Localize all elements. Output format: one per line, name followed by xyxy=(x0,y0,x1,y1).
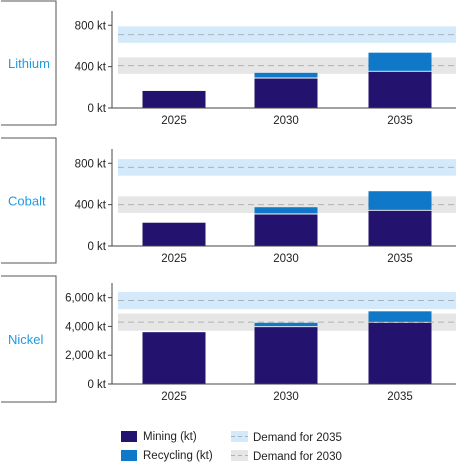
legend-label-mining: Mining (kt) xyxy=(143,431,197,443)
cobalt-y-tick-400: 400 kt xyxy=(75,200,107,212)
lithium-y-tick-400: 400 kt xyxy=(75,62,107,74)
legend-label-demand-2035: Demand for 2035 xyxy=(253,432,342,444)
lithium-bar-recycling-2035 xyxy=(368,52,432,71)
nickel-y-tick-0: 0 kt xyxy=(87,379,106,391)
panel-nickel: Nickel 2025 2030 2035 0 kt 2,000 kt 4,000 kt 6,… xyxy=(1,275,456,403)
lithium-bar-mining-2035 xyxy=(368,71,432,108)
panel-cobalt: Cobalt 2025 2030 2035 0 kt 400 kt 800 kt xyxy=(1,137,456,265)
nickel-x-tick-2035: 2035 xyxy=(387,391,413,403)
nickel-label: Nickel xyxy=(8,332,44,347)
nickel-y-tick-6000: 6,000 kt xyxy=(65,293,107,305)
nickel-bar-recycling-2030 xyxy=(254,322,318,327)
nickel-x-tick-2025: 2025 xyxy=(161,391,187,403)
legend-swatch-mining xyxy=(121,431,137,442)
nickel-bar-mining-2025 xyxy=(142,332,206,384)
nickel-x-tick-2030: 2030 xyxy=(273,391,299,403)
cobalt-y-tick-0: 0 kt xyxy=(87,241,106,253)
lithium-y-tick-0: 0 kt xyxy=(87,103,106,115)
cobalt-bar-mining-2030 xyxy=(254,214,318,246)
lithium-bracket xyxy=(1,0,57,126)
legend-label-demand-2030: Demand for 2030 xyxy=(253,451,342,463)
cobalt-bracket xyxy=(1,137,57,264)
nickel-bar-recycling-2035 xyxy=(368,311,432,322)
cobalt-bar-recycling-2035 xyxy=(368,191,432,210)
nickel-y-tick-2000: 2,000 kt xyxy=(65,350,107,362)
lithium-x-tick-2035: 2035 xyxy=(387,115,413,127)
cobalt-y-tick-800: 800 kt xyxy=(75,158,107,170)
cobalt-label: Cobalt xyxy=(8,194,46,209)
cobalt-bar-mining-2035 xyxy=(368,210,432,246)
legend-swatch-recycling xyxy=(121,450,137,461)
lithium-bar-mining-2030 xyxy=(254,78,318,108)
cobalt-x-tick-2030: 2030 xyxy=(273,253,299,265)
nickel-bar-mining-2035 xyxy=(368,322,432,384)
legend-label-recycling: Recycling (kt) xyxy=(143,450,213,462)
lithium-x-tick-2025: 2025 xyxy=(161,115,187,127)
lithium-bar-recycling-2030 xyxy=(254,72,318,78)
cobalt-bar-mining-2025 xyxy=(142,222,206,246)
cobalt-x-tick-2025: 2025 xyxy=(161,253,187,265)
nickel-bracket xyxy=(1,275,57,403)
cobalt-bar-recycling-2030 xyxy=(254,207,318,214)
panel-lithium: Lithium 2025 2030 2035 0 kt 400 kt 800 kt xyxy=(1,0,456,127)
lithium-label: Lithium xyxy=(8,56,50,71)
cobalt-x-tick-2035: 2035 xyxy=(387,253,413,265)
lithium-y-tick-800: 800 kt xyxy=(75,20,107,32)
nickel-demand-2035-band xyxy=(118,291,456,310)
lithium-bar-mining-2025 xyxy=(142,90,206,108)
lithium-demand-2035-band xyxy=(118,26,456,43)
nickel-y-tick-4000: 4,000 kt xyxy=(65,321,107,333)
cobalt-demand-2035-band xyxy=(118,159,456,176)
nickel-bar-mining-2030 xyxy=(254,327,318,384)
legend: Mining (kt) Recycling (kt) Demand for 20… xyxy=(121,431,342,463)
lithium-x-tick-2030: 2030 xyxy=(273,115,299,127)
